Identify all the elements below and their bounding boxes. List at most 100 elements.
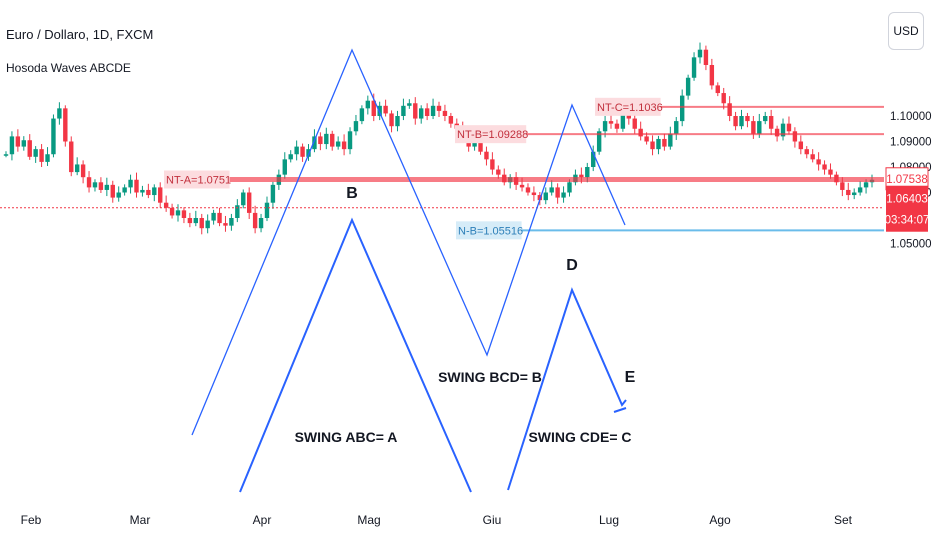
x-tick-label: Mar	[130, 513, 151, 527]
candle	[768, 109, 774, 135]
x-tick-label: Giu	[483, 513, 502, 527]
level-label: NT-A=1.0751	[166, 174, 231, 186]
candle	[828, 163, 833, 179]
level-label: NT-C=1.1036	[597, 102, 663, 114]
candle	[608, 113, 614, 129]
candle-body	[294, 146, 299, 155]
candle-body	[205, 220, 210, 229]
candle-body	[733, 116, 738, 127]
candle	[57, 102, 62, 125]
candle-body	[697, 49, 703, 58]
candle	[739, 109, 744, 130]
candle-body	[98, 182, 104, 190]
candle-body	[602, 121, 608, 132]
candle	[324, 127, 329, 150]
candle-body	[341, 141, 347, 150]
candle	[223, 215, 228, 232]
candle	[632, 113, 637, 134]
candle	[377, 101, 382, 121]
candle	[51, 114, 56, 158]
candle	[591, 145, 596, 172]
candle	[193, 210, 199, 227]
candle	[181, 207, 187, 224]
candle-body	[158, 187, 163, 203]
candle	[810, 149, 815, 163]
candle-body	[703, 49, 709, 65]
candle	[80, 160, 86, 184]
level-label-bg	[595, 97, 661, 116]
candle-body	[804, 149, 809, 155]
candle	[229, 213, 234, 231]
candle-body	[857, 187, 863, 193]
candle-body	[264, 202, 270, 218]
candle-body	[371, 100, 376, 116]
level-label-bg	[455, 125, 527, 144]
candle-body	[656, 138, 661, 150]
candle-body	[270, 184, 276, 203]
candle	[852, 188, 857, 200]
candle	[341, 134, 347, 156]
candle-body	[63, 108, 68, 142]
candle	[804, 146, 809, 159]
candle-body	[229, 218, 234, 226]
candle	[798, 135, 804, 155]
candle	[187, 212, 193, 228]
candle	[9, 131, 15, 161]
candle	[638, 121, 643, 141]
candle-body	[436, 105, 442, 111]
candle-body	[163, 202, 169, 208]
candle-body	[780, 123, 786, 137]
candle	[531, 186, 537, 202]
candle	[715, 82, 720, 97]
candle-body	[519, 184, 525, 188]
candle	[430, 98, 436, 120]
candle-body	[241, 192, 246, 206]
candle	[92, 179, 98, 192]
candle	[330, 130, 335, 151]
candle-body	[140, 189, 145, 193]
candle	[45, 147, 50, 166]
candle-body	[763, 116, 768, 122]
candle-body	[401, 105, 406, 116]
candle	[383, 99, 388, 117]
candle-body	[169, 207, 175, 216]
candle	[697, 42, 703, 64]
candle-body	[282, 159, 287, 175]
candle	[335, 136, 341, 150]
candle	[792, 127, 798, 148]
candle	[709, 58, 715, 90]
annotations-layer: B D E SWING ABC= A SWING BCD= B SWING CDE= C	[295, 185, 636, 445]
level-label: N-B=1.05516	[458, 225, 523, 237]
candle	[217, 207, 222, 227]
currency-button[interactable]: USD	[888, 12, 924, 50]
candle	[169, 203, 175, 219]
x-tick-label: Mag	[357, 513, 380, 527]
candle-body	[353, 121, 359, 132]
candle-body	[134, 179, 139, 193]
candle-body	[745, 116, 750, 122]
candle-body	[9, 136, 15, 155]
crosshair-price-box	[886, 185, 928, 232]
candle	[347, 127, 353, 155]
candle-body	[715, 85, 720, 94]
candle-body	[496, 169, 501, 175]
candle-body	[51, 118, 56, 155]
candle-body	[181, 210, 187, 218]
candle-body	[199, 218, 204, 229]
x-tick-label: Apr	[253, 513, 272, 527]
swing-leg	[507, 287, 627, 491]
candle-body	[561, 192, 566, 198]
candle	[614, 119, 620, 133]
last-price-label: 1.07538	[886, 174, 928, 186]
candle-body	[217, 212, 222, 224]
candle	[128, 174, 133, 194]
candle-body	[288, 154, 293, 160]
level-label-bg	[164, 170, 230, 189]
candle-body	[638, 128, 643, 137]
candle-body	[591, 151, 596, 167]
candle-body	[662, 138, 667, 147]
candle-body	[395, 116, 400, 127]
candle	[15, 129, 21, 152]
candle	[549, 180, 554, 196]
